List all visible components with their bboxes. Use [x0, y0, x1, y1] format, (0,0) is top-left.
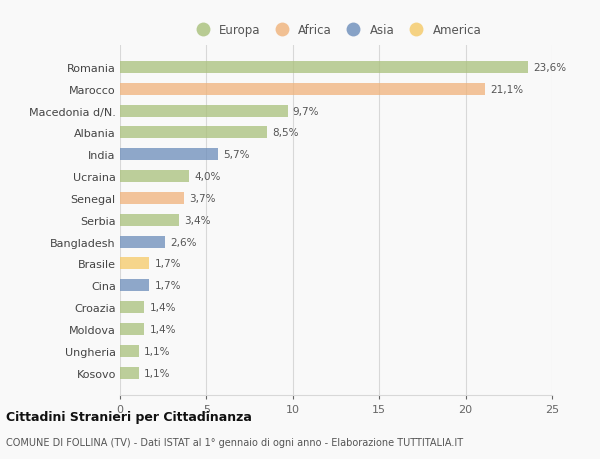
Text: 3,4%: 3,4%: [184, 215, 211, 225]
Text: Cittadini Stranieri per Cittadinanza: Cittadini Stranieri per Cittadinanza: [6, 410, 252, 423]
Legend: Europa, Africa, Asia, America: Europa, Africa, Asia, America: [187, 20, 485, 40]
Bar: [120, 302, 144, 313]
Text: 2,6%: 2,6%: [170, 237, 197, 247]
Text: 21,1%: 21,1%: [490, 84, 523, 95]
Bar: [120, 106, 287, 118]
Text: 9,7%: 9,7%: [293, 106, 319, 116]
Bar: [120, 258, 149, 270]
Text: 5,7%: 5,7%: [224, 150, 250, 160]
Text: 8,5%: 8,5%: [272, 128, 299, 138]
Text: COMUNE DI FOLLINA (TV) - Dati ISTAT al 1° gennaio di ogni anno - Elaborazione TU: COMUNE DI FOLLINA (TV) - Dati ISTAT al 1…: [6, 437, 463, 447]
Bar: [120, 171, 189, 183]
Bar: [120, 62, 528, 74]
Bar: [120, 149, 218, 161]
Text: 1,7%: 1,7%: [155, 259, 181, 269]
Bar: [120, 236, 165, 248]
Text: 1,1%: 1,1%: [144, 368, 170, 378]
Bar: [120, 367, 139, 379]
Text: 1,4%: 1,4%: [149, 325, 176, 334]
Bar: [120, 192, 184, 205]
Text: 23,6%: 23,6%: [533, 63, 566, 73]
Text: 4,0%: 4,0%: [194, 172, 221, 182]
Bar: [120, 345, 139, 357]
Bar: [120, 214, 179, 226]
Text: 1,4%: 1,4%: [149, 302, 176, 313]
Text: 3,7%: 3,7%: [189, 194, 215, 203]
Text: 1,1%: 1,1%: [144, 346, 170, 356]
Bar: [120, 127, 267, 139]
Bar: [120, 84, 485, 95]
Bar: [120, 280, 149, 292]
Bar: [120, 323, 144, 335]
Text: 1,7%: 1,7%: [155, 281, 181, 291]
